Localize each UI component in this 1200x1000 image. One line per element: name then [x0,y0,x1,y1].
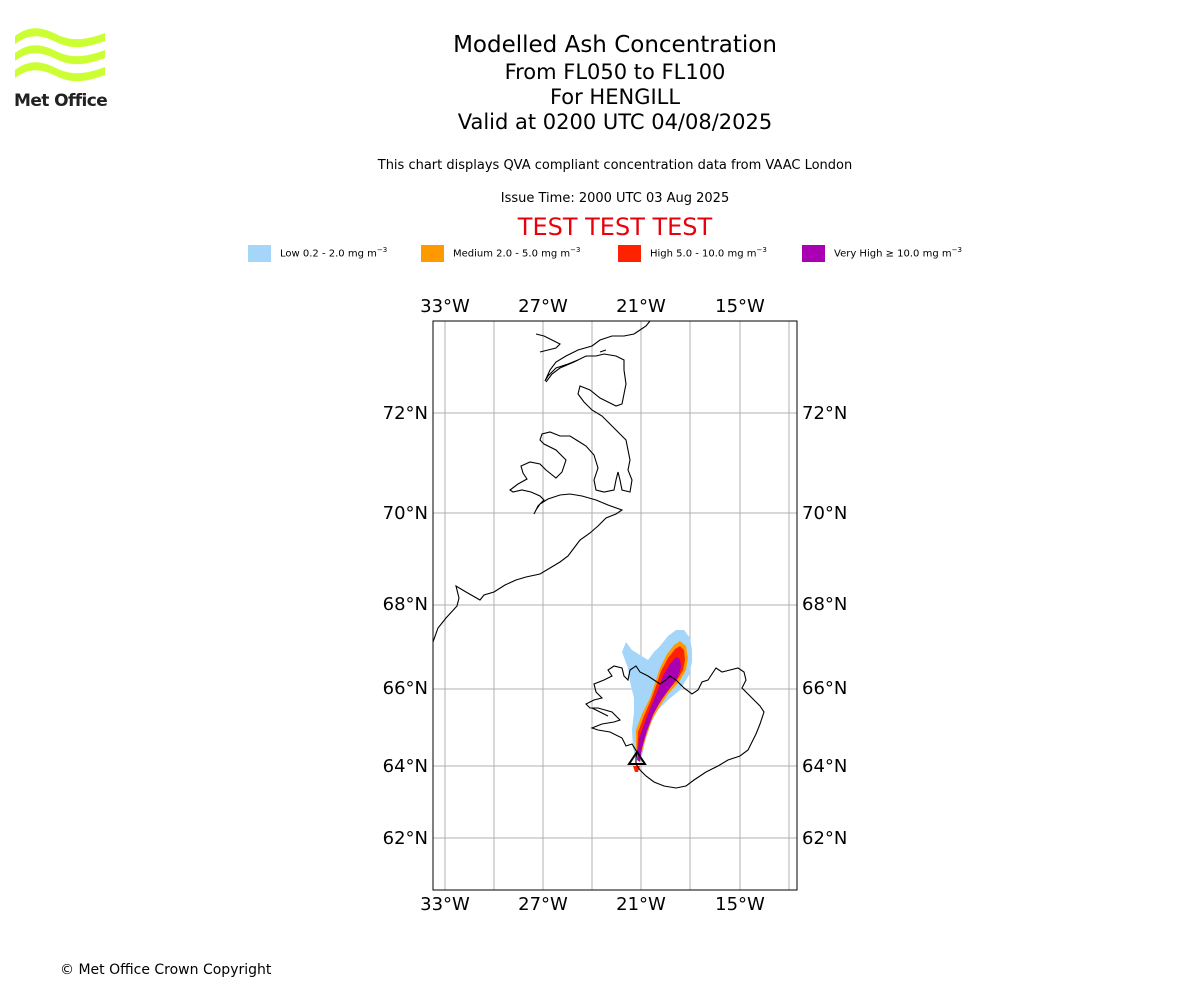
lon-label: 33°W [420,296,470,317]
coastline-iceland [585,665,765,789]
lat-label: 72°N [383,403,428,424]
legend-unit-exponent: −3 [570,246,581,254]
lon-label: 33°W [420,894,470,915]
lat-label: 70°N [383,503,428,524]
lon-labels-bottom: 33°W 27°W 21°W 15°W [420,894,765,915]
legend-label-low: Low 0.2 - 2.0 mg m [280,248,377,260]
valid-time: Valid at 0200 UTC 04/08/2025 [457,110,773,134]
lat-label: 68°N [383,594,428,615]
gridlines [433,321,797,890]
legend-unit-exponent: −3 [756,246,767,254]
lat-label: 68°N [802,594,847,615]
logo-text: Met Office [14,91,108,111]
flight-levels: From FL050 to FL100 [504,60,726,84]
lon-label: 15°W [715,296,765,317]
lon-label: 21°W [616,894,666,915]
chart-title-block: Modelled Ash Concentration From FL050 to… [0,30,1200,135]
lon-label: 27°W [518,894,568,915]
legend-label-very-high: Very High ≥ 10.0 mg m [834,248,952,260]
lat-labels-right: 72°N 70°N 68°N 66°N 64°N 62°N [802,403,847,849]
lat-label: 70°N [802,503,847,524]
issue-time: Issue Time: 2000 UTC 03 Aug 2025 [500,191,730,206]
lon-label: 15°W [715,894,765,915]
coastline-greenland [433,321,651,643]
legend-swatch-high [618,245,641,262]
legend-swatch-medium [421,245,444,262]
coastlines [433,321,765,789]
triangle-icon [627,750,647,765]
legend-swatch-very-high [802,245,825,262]
lat-label: 62°N [383,828,428,849]
test-banner: TEST TEST TEST [517,213,713,241]
lat-label: 72°N [802,403,847,424]
volcano-name: For HENGILL [549,85,681,109]
legend-label-high: High 5.0 - 10.0 mg m [650,248,757,260]
lat-labels-left: 72°N 70°N 68°N 66°N 64°N 62°N [383,403,428,849]
lon-labels-top: 33°W 27°W 21°W 15°W [420,296,765,317]
ash-plume [622,630,692,772]
copyright: © Met Office Crown Copyright [60,962,272,978]
lat-label: 62°N [802,828,847,849]
map-frame [432,320,798,891]
page-title: Modelled Ash Concentration [453,32,777,58]
lat-label: 66°N [383,678,428,699]
ash-very-high [637,657,681,762]
met-office-logo [15,28,105,82]
legend-swatch-low [248,245,271,262]
lat-label: 64°N [802,756,847,777]
legend-label-medium: Medium 2.0 - 5.0 mg m [453,248,571,260]
compliance-note: This chart displays QVA compliant concen… [377,158,853,173]
lon-label: 27°W [518,296,568,317]
lat-label: 66°N [802,678,847,699]
lon-label: 21°W [616,296,666,317]
legend-unit-exponent: −3 [951,246,962,254]
legend-unit-exponent: −3 [376,246,388,254]
lat-label: 64°N [383,756,428,777]
